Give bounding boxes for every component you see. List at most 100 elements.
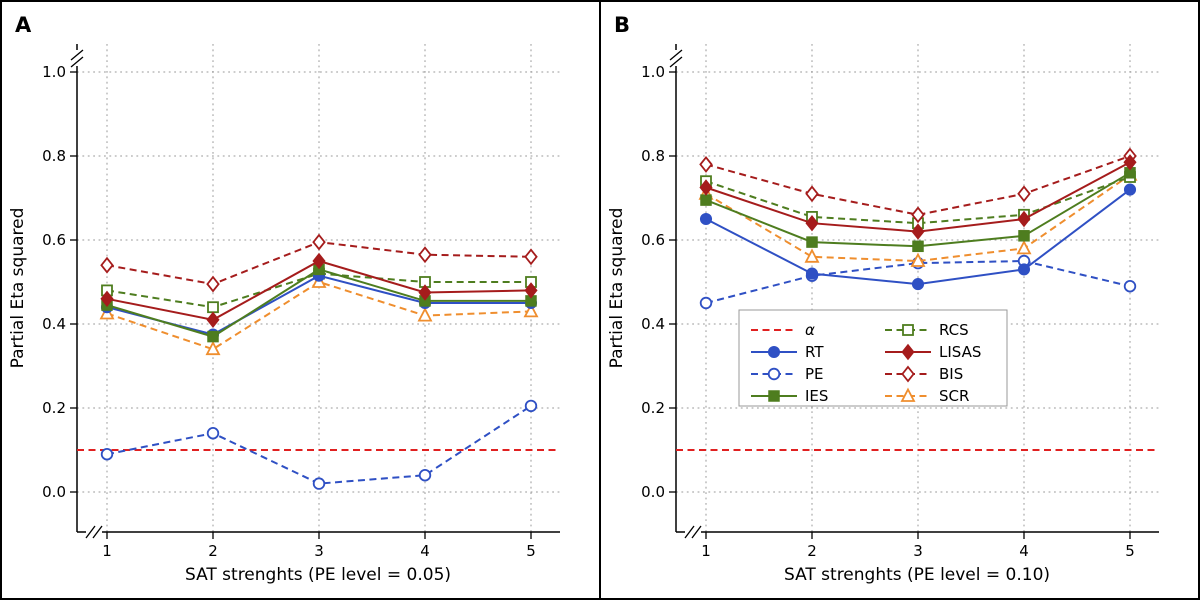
series-marker-SCR: [910, 252, 926, 267]
series-line-PE: [705, 259, 1131, 304]
legend-sample-marker-RT: [767, 345, 781, 359]
y-tick-label: 0.2: [42, 399, 66, 417]
panel-A-plot-layer: 1 2 3 4 5 0.0 0.2 0.4 0.6 0.8 1.0: [42, 44, 560, 560]
x-tick-label: 4: [420, 542, 430, 560]
series-marker-IES: [1018, 230, 1030, 242]
series-marker-LISAS: [418, 284, 432, 301]
series-marker-PE: [312, 477, 326, 490]
x-tick-label: 3: [314, 542, 324, 560]
series-line-SCR: [705, 174, 1131, 263]
series-marker-PE: [699, 296, 713, 310]
y-tick-label: 0.6: [42, 231, 66, 249]
legend-label-RCS: RCS: [939, 321, 969, 339]
y-tick-label: 0.0: [42, 483, 66, 501]
legend-label-SCR: SCR: [939, 387, 969, 405]
panel-letter: A: [15, 13, 32, 37]
x-axis-break: [92, 525, 103, 539]
y-axis-break: [70, 56, 84, 68]
legend-label-RT: RT: [805, 343, 824, 361]
series-marker-SCR: [417, 307, 433, 322]
y-axis-break-gap: [673, 50, 679, 66]
series-marker-LISAS: [100, 290, 114, 308]
series-marker-SCR: [523, 302, 539, 318]
x-tick-label: 2: [807, 542, 817, 560]
panel-A-chart: 1 2 3 4 5 0.0 0.2 0.4 0.6 0.8 1.0 A SAT strenghts …: [8, 13, 560, 585]
legend-sample-marker-LISAS: [901, 343, 915, 361]
series-marker-IES: [912, 240, 924, 253]
series-marker-BIS: [206, 275, 220, 293]
panel-A: 1 2 3 4 5 0.0 0.2 0.4 0.6 0.8 1.0 A SAT strenghts …: [2, 2, 599, 598]
series-marker-BIS: [911, 206, 925, 224]
x-axis-break: [684, 525, 695, 539]
series-marker-RT: [911, 278, 925, 291]
x-axis-break-gap: [685, 529, 701, 535]
series-marker-RT: [805, 267, 819, 280]
y-tick-label: 0.8: [42, 147, 66, 165]
panel-B-plot-layer: 1 2 3 4 5 0.0 0.2 0.4 0.6 0.8 1.0 α RT PE IES RCS LISAS B…: [641, 44, 1159, 560]
legend-sample-marker-PE: [767, 367, 781, 381]
x-tick-label: 3: [913, 542, 923, 560]
series-marker-LISAS: [312, 252, 326, 270]
x-axis-label: SAT strenghts (PE level = 0.05): [185, 565, 451, 585]
series-marker-SCR: [205, 340, 221, 356]
panel-B-chart: 1 2 3 4 5 0.0 0.2 0.4 0.6 0.8 1.0 α RT PE IES RCS LISAS B…: [607, 13, 1159, 585]
y-axis-break: [70, 49, 84, 61]
x-tick-label: 4: [1019, 542, 1029, 560]
series-line-RCS: [705, 176, 1131, 225]
x-axis-break: [691, 525, 702, 539]
y-axis-label: Partial Eta squared: [8, 208, 28, 369]
series-marker-PE: [206, 427, 220, 440]
series-marker-BIS: [524, 248, 538, 266]
panel-letter: B: [614, 13, 630, 37]
series-marker-SCR: [1016, 239, 1032, 255]
series-marker-LISAS: [1123, 154, 1137, 171]
y-axis-label: Partial Eta squared: [607, 208, 627, 369]
series-marker-PE: [524, 399, 538, 413]
series-marker-PE: [1123, 280, 1137, 293]
legend-sample-marker-RCS: [902, 324, 914, 336]
series-line-SCR: [106, 280, 532, 351]
x-tick-label: 5: [1125, 542, 1135, 560]
series-marker-LISAS: [805, 214, 819, 232]
y-axis-break: [669, 49, 683, 61]
y-axis-break-gap: [74, 50, 80, 66]
legend-label-BIS: BIS: [939, 365, 963, 383]
x-axis-label: SAT strenghts (PE level = 0.10): [784, 565, 1050, 585]
series-marker-BIS: [418, 246, 432, 264]
series-marker-RT: [699, 212, 713, 226]
panel-divider: [599, 2, 601, 598]
legend-sample-marker-SCR: [900, 387, 916, 402]
series-marker-LISAS: [911, 223, 925, 240]
series-marker-IES: [700, 194, 712, 206]
series-marker-PE: [418, 469, 432, 482]
series-marker-SCR: [804, 248, 820, 263]
legend-box: [738, 309, 1008, 407]
x-tick-label: 1: [102, 542, 112, 560]
y-tick-label: 0.4: [42, 315, 66, 333]
y-tick-label: 1.0: [641, 63, 665, 81]
legend-label-PE: PE: [805, 365, 824, 383]
legend-label-LISAS: LISAS: [939, 343, 981, 361]
series-marker-IES: [207, 330, 219, 343]
y-tick-label: 0.0: [641, 483, 665, 501]
series-line-BIS: [705, 155, 1131, 216]
series-marker-BIS: [699, 155, 713, 173]
series-marker-LISAS: [699, 179, 713, 196]
y-tick-label: 0.2: [641, 399, 665, 417]
legend-sample-marker-IES: [768, 390, 780, 402]
y-tick-label: 0.8: [641, 147, 665, 165]
series-marker-RT: [1017, 263, 1031, 276]
series-marker-BIS: [1017, 185, 1031, 203]
legend-label-IES: IES: [805, 387, 828, 405]
series-marker-BIS: [312, 233, 326, 251]
series-marker-LISAS: [1017, 210, 1031, 228]
y-tick-label: 1.0: [42, 63, 66, 81]
series-marker-RCS: [207, 301, 219, 314]
y-tick-label: 0.4: [641, 315, 665, 333]
series-marker-BIS: [100, 256, 114, 274]
x-tick-label: 5: [526, 542, 536, 560]
legend-sample-marker-BIS: [901, 365, 915, 383]
x-axis-break: [85, 525, 96, 539]
series-marker-LISAS: [206, 311, 220, 329]
